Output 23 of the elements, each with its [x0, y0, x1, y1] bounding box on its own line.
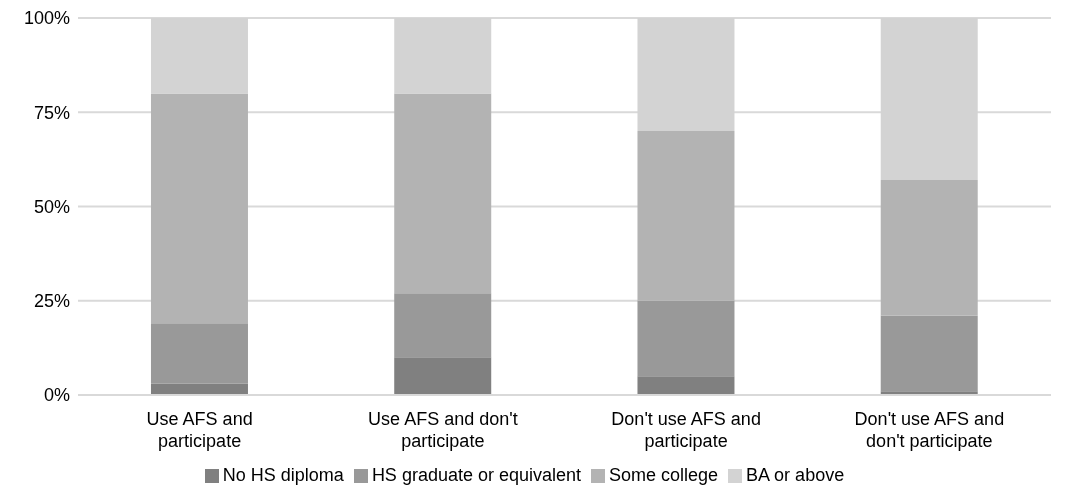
bar: [880, 180, 978, 316]
legend-label: HS graduate or equivalent: [371, 465, 582, 485]
x-tick-label: Use AFS and participate: [146, 409, 253, 451]
y-tick-label: 75%: [33, 102, 70, 123]
bar: [637, 376, 735, 395]
bar: [150, 323, 248, 384]
y-tick-label: 100%: [23, 8, 70, 29]
y-tick-label: 25%: [33, 291, 70, 312]
bar: [637, 300, 735, 377]
bar: [394, 357, 492, 395]
bar: [394, 93, 492, 294]
legend-label: No HS diploma: [222, 465, 344, 485]
x-tick-label: Don't use AFS and participate: [611, 409, 761, 451]
bar: [637, 131, 735, 301]
y-tick-label: 50%: [33, 196, 70, 217]
x-tick-label: Use AFS and don't participate: [368, 409, 518, 451]
legend-label: Some college: [609, 465, 719, 485]
legend-label: BA or above: [746, 465, 845, 485]
y-tick-label: 0%: [43, 385, 70, 406]
bar: [394, 293, 492, 358]
x-tick-label: Don't use AFS and don't participate: [854, 409, 1005, 451]
bar: [150, 93, 248, 324]
bar: [880, 315, 978, 392]
